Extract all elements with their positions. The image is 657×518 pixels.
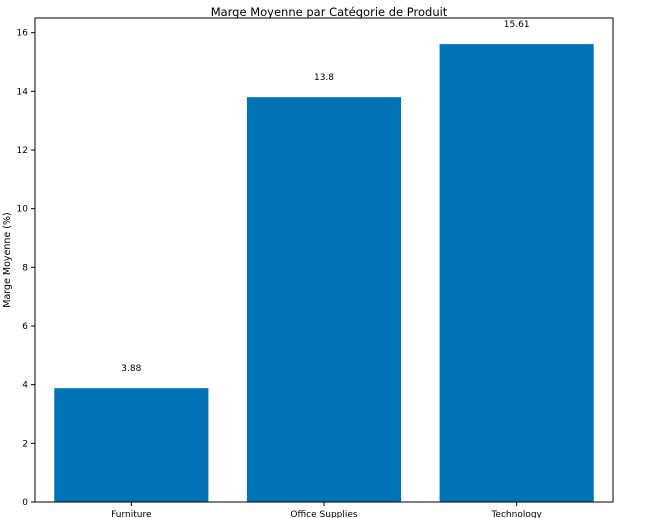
x-tick-label: Office Supplies [290, 510, 358, 518]
value-label: 3.88 [121, 364, 141, 374]
bar-furniture [54, 388, 209, 502]
y-tick-label: 2 [22, 439, 28, 449]
x-tick-label: Furniture [111, 510, 152, 518]
y-tick-label: 14 [17, 87, 29, 97]
value-labels-layer: 3.88 13.8 15.61 [121, 20, 529, 374]
y-tick-label: 0 [22, 498, 28, 508]
chart-title: Marge Moyenne par Catégorie de Produit [211, 5, 448, 19]
y-tick-label: 12 [17, 146, 28, 156]
y-tick-label: 16 [17, 29, 29, 39]
bar-technology [439, 44, 594, 503]
bars-layer [54, 44, 594, 503]
plot-frame [34, 17, 614, 503]
y-tick-label: 4 [22, 381, 28, 391]
bar-office-supplies [246, 97, 402, 502]
y-tick-label: 6 [22, 322, 28, 332]
y-tick-label: 8 [22, 263, 28, 273]
y-axis-label: Marge Moyenne (%) [2, 212, 13, 307]
y-axis-ticks: 0 2 4 6 8 10 12 14 16 [17, 29, 35, 508]
value-label: 15.61 [504, 20, 530, 30]
x-axis-ticks: Furniture Office Supplies Technology [111, 502, 543, 518]
x-tick-label: Technology [490, 510, 542, 518]
value-label: 13.8 [314, 73, 334, 83]
y-tick-label: 10 [17, 205, 29, 215]
